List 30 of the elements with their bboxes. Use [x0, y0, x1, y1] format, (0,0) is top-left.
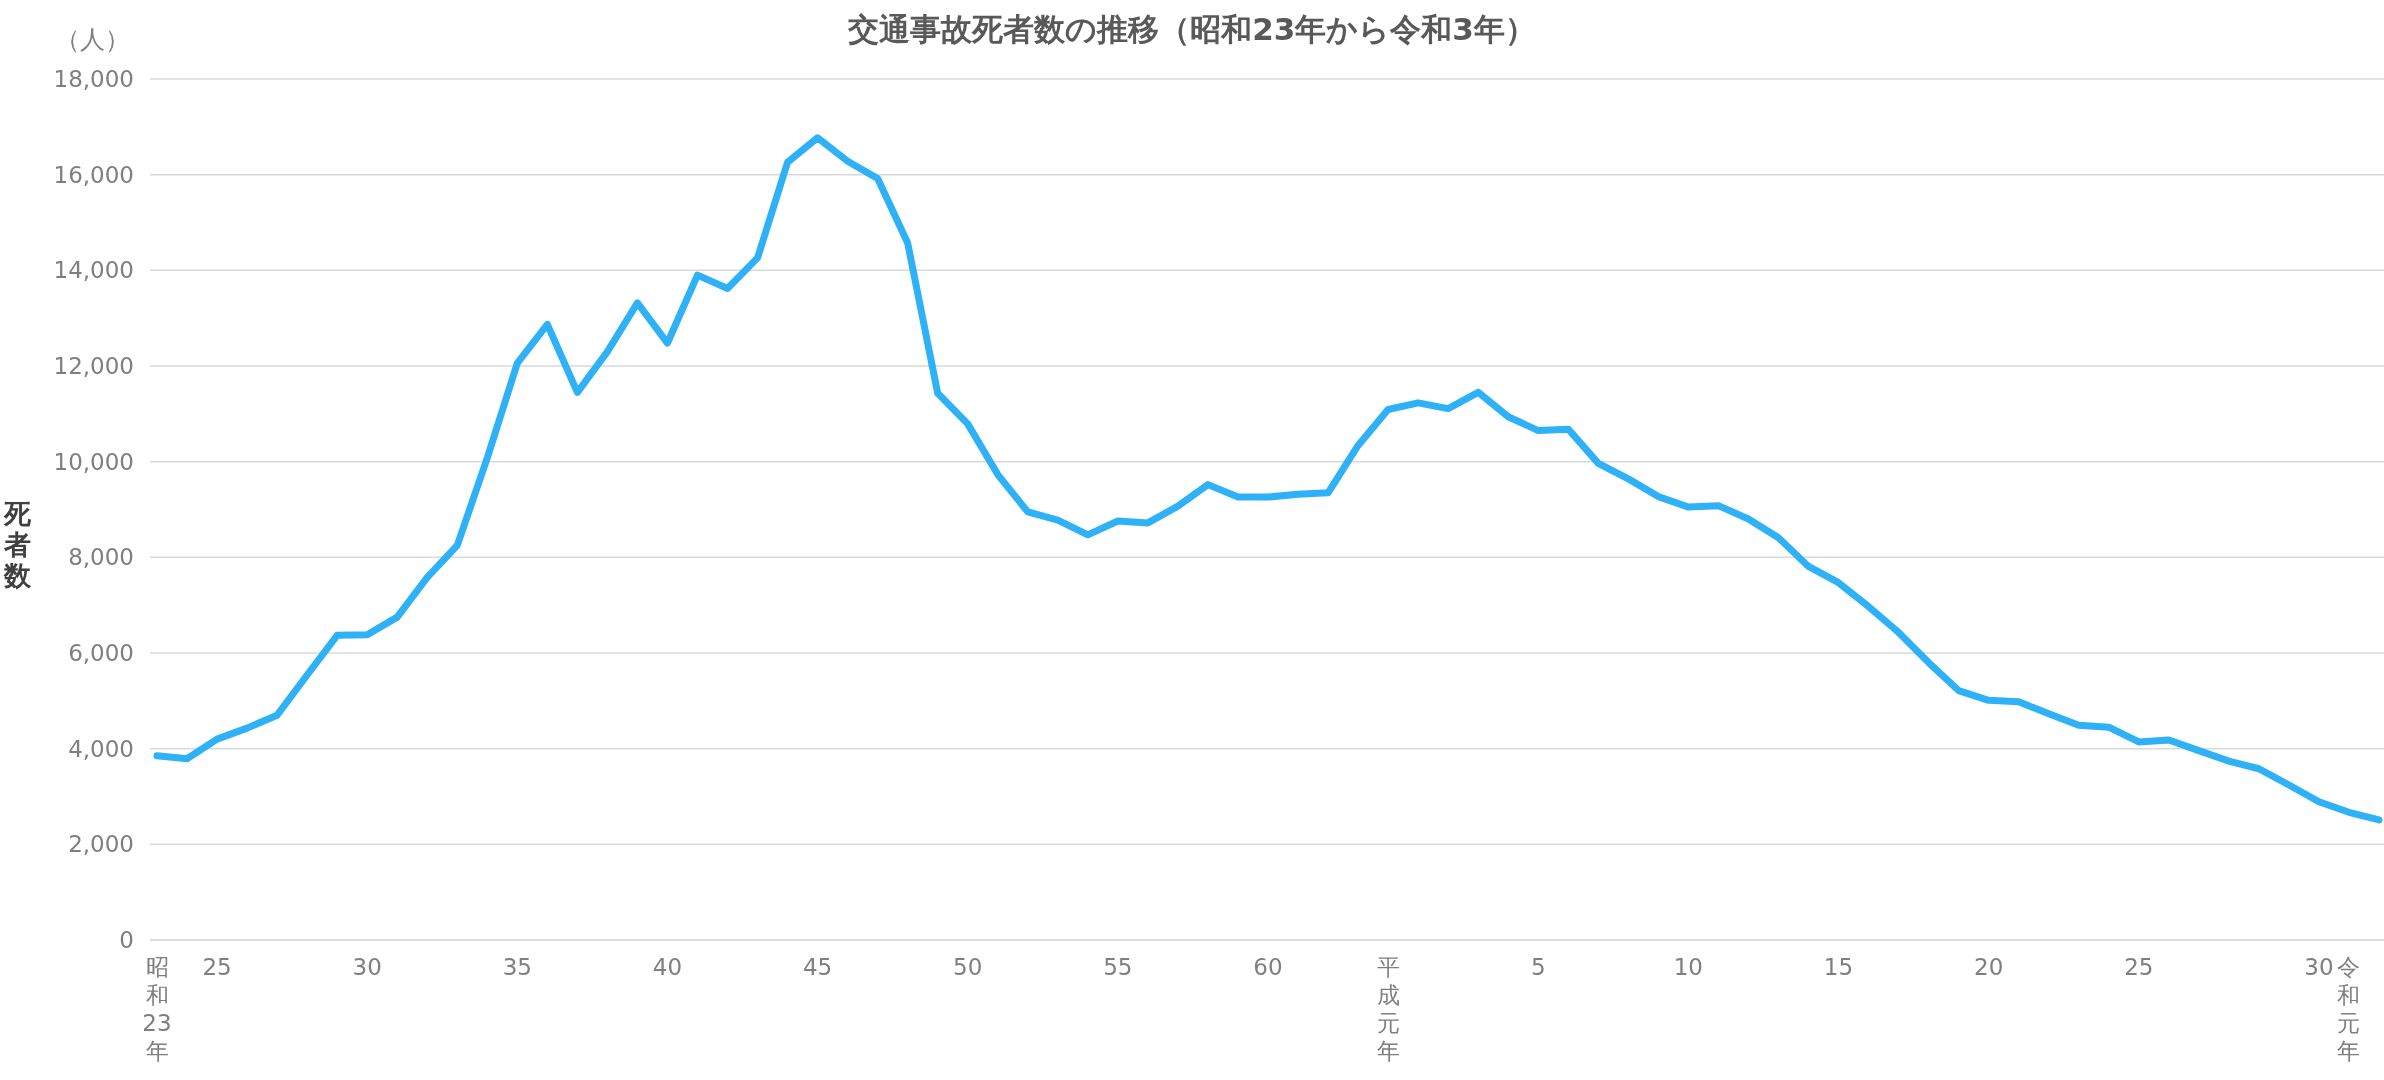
x-tick-label: 25	[202, 954, 232, 980]
x-tick-label: 昭和23年	[142, 954, 172, 1064]
y-tick-label: 16,000	[53, 161, 134, 188]
y-tick-label: 2,000	[68, 831, 134, 858]
x-tick-label: 60	[1253, 954, 1283, 980]
y-tick-label: 12,000	[53, 353, 134, 379]
x-tick-label: 5	[1530, 954, 1546, 980]
x-tick-label: 40	[652, 954, 683, 980]
x-tick-label: 55	[1103, 954, 1133, 980]
x-tick-label: 30	[352, 954, 382, 980]
x-tick-label: 10	[1673, 954, 1704, 980]
y-tick-label: 10,000	[53, 448, 134, 475]
y-tick-label: 18,000	[53, 66, 134, 92]
y-tick-label: 6,000	[68, 640, 134, 666]
x-tick-label: 30	[2304, 954, 2334, 980]
x-tick-label: 45	[802, 954, 833, 980]
y-tick-label: 8,000	[68, 544, 134, 571]
x-tick-label: 15	[1823, 954, 1854, 980]
y-tick-label: 4,000	[68, 735, 134, 762]
y-axis-title: 死者数	[2, 498, 32, 591]
x-tick-label: 平成元年	[1376, 954, 1400, 1064]
x-tick-label: 令和元年	[2337, 954, 2361, 1064]
x-tick-label: 35	[502, 954, 532, 980]
y-tick-label: 0	[119, 927, 134, 953]
x-tick-label: 50	[953, 954, 983, 980]
text: （人）	[55, 25, 130, 54]
x-tick-label: 25	[2124, 954, 2154, 980]
y-tick-label: 14,000	[53, 257, 134, 284]
x-tick-label: 20	[1974, 954, 2004, 980]
chart-title: 交通事故死者数の推移（昭和23年から令和3年）	[847, 11, 1536, 47]
